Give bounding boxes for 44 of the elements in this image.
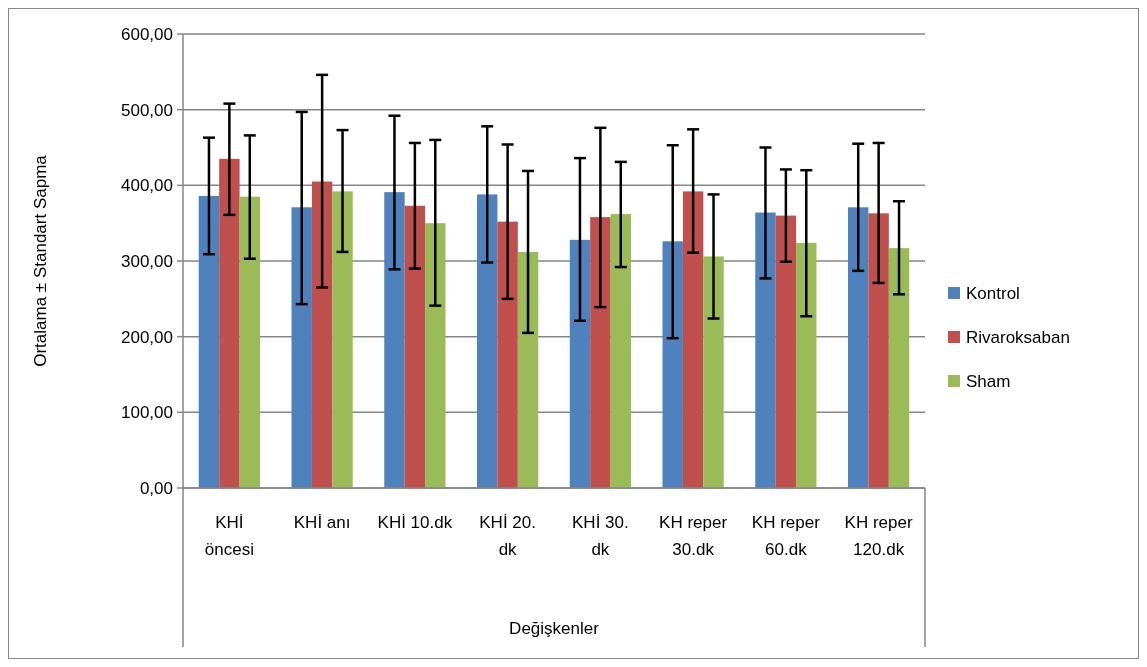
bar [198, 195, 220, 488]
bar [775, 215, 797, 488]
bar [384, 192, 405, 488]
bar [404, 205, 426, 488]
bar [848, 207, 869, 488]
x-tick-label: KH reper 120.dk [844, 513, 913, 559]
x-tick-label: KH reper 60.dk [751, 513, 821, 559]
bar [219, 158, 240, 488]
bar [311, 181, 333, 488]
bar [755, 212, 776, 488]
bar [477, 194, 498, 488]
bar [425, 223, 446, 488]
y-tick-label: 0,00 [139, 478, 173, 498]
bar [703, 256, 724, 488]
x-tick-label: KHİ 10.dk [377, 513, 453, 532]
x-axis-title: Değişkenler [509, 619, 600, 638]
y-tick-label: 400,00 [121, 176, 173, 196]
y-tick-label: 100,00 [121, 403, 173, 423]
y-tick-label: 300,00 [121, 251, 173, 271]
bar [239, 196, 260, 488]
x-tick-label: KHİ öncesi [204, 513, 254, 559]
y-axis-title: Ortalama ± Standart Sapma [31, 154, 50, 367]
legend-label: Rivaroksaban [966, 327, 1070, 347]
x-tick-label: KHİ anı [293, 513, 351, 532]
bar [497, 221, 518, 488]
bar [610, 214, 631, 488]
x-tick-label: KH reper 30.dk [659, 513, 728, 559]
bar [888, 248, 910, 488]
x-tick-label: KHİ 30. dk [572, 513, 629, 559]
bar [291, 207, 312, 488]
legend-label: Sham [966, 371, 1011, 391]
bar [569, 239, 591, 488]
bar [662, 241, 683, 488]
bar [868, 213, 889, 488]
x-tick-label: KHİ 20. dk [479, 513, 536, 559]
bar [682, 191, 704, 488]
bar [796, 242, 817, 488]
y-tick-label: 500,00 [121, 100, 173, 120]
y-tick-label: 200,00 [121, 327, 173, 347]
bar [590, 217, 611, 488]
y-tick-label: 600,00 [121, 24, 173, 44]
bar [517, 251, 539, 488]
bar [332, 191, 353, 488]
legend-label: Kontrol [966, 283, 1020, 303]
